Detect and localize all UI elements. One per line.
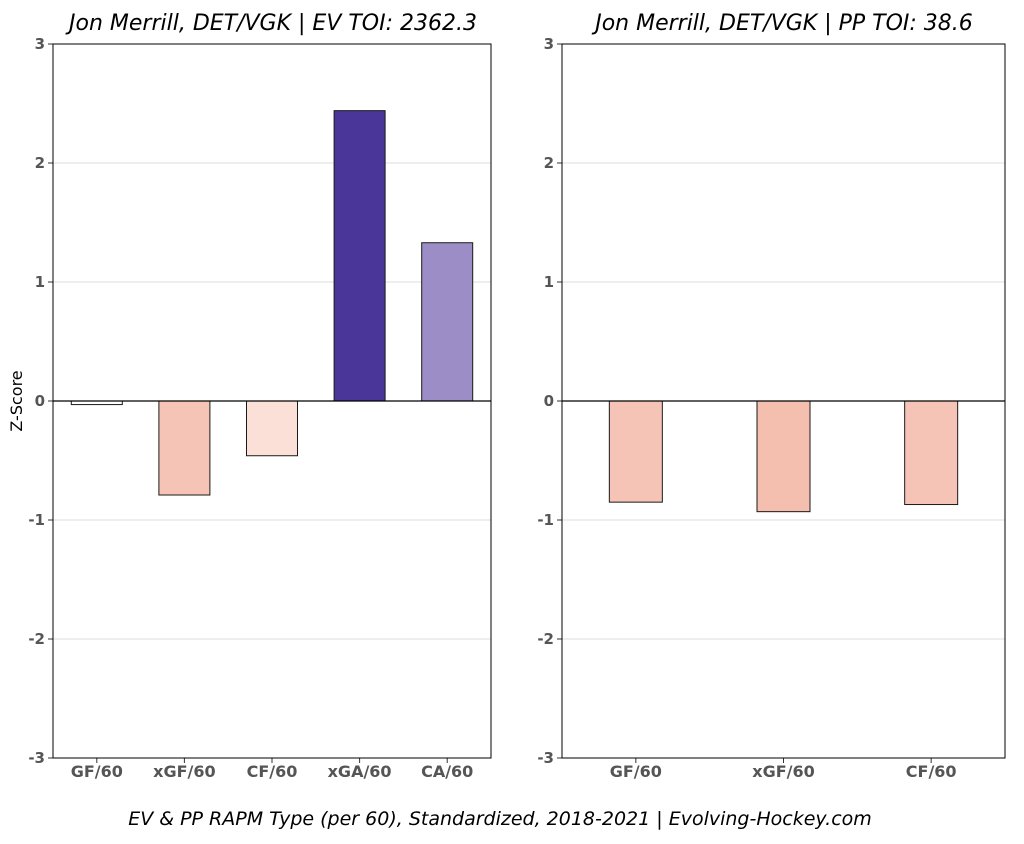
ev-x-tick-label: CA/60 [421,762,473,781]
ev-bar-xgf-60 [158,400,211,496]
pp-x-tick-label: CF/60 [906,762,957,781]
ev-y-tick-label: 0 [35,392,45,410]
ev-bar-xga-60 [333,110,386,402]
ev-y-tick-label: -3 [28,749,45,767]
ev-bar-cf-60 [246,400,298,457]
pp-x-tick-label: GF/60 [610,762,662,781]
ev-x-tick-label: GF/60 [71,762,123,781]
ev-y-tick-label: 1 [35,273,45,291]
ev-y-axis-label: Z-Score [7,370,26,431]
pp-x-tick-label: xGF/60 [752,762,815,781]
pp-y-tick-label: 2 [544,154,554,172]
pp-y-tick-label: -2 [537,630,554,648]
pp-y-tick-label: 0 [544,392,554,410]
ev-x-tick-label: xGF/60 [153,762,216,781]
pp-chart-title: Jon Merrill, DET/VGK | PP TOI: 38.6 [591,11,973,36]
ev-y-tick-label: 2 [35,154,45,172]
ev-y-tick-label: -1 [28,511,45,529]
pp-y-tick-label: 3 [544,35,554,53]
ev-x-tick-label: CF/60 [247,762,298,781]
ev-plot-frame [52,43,492,759]
ev-y-tick-label: 3 [35,35,45,53]
ev-y-tick-label: -2 [28,630,45,648]
ev-bar-ca-60 [421,242,474,402]
pp-y-tick-label: -1 [537,511,554,529]
pp-y-tick-label: 1 [544,273,554,291]
figure-caption: EV & PP RAPM Type (per 60), Standardized… [128,808,872,830]
pp-bar-cf-60 [904,400,959,506]
pp-y-tick-label: -3 [537,749,554,767]
pp-bar-gf-60 [608,400,663,503]
pp-chart-panel: Jon Merrill, DET/VGK | PP TOI: 38.6 -3 -2 -… [537,11,1006,781]
ev-chart-panel: Jon Merrill, DET/VGK | EV TOI: 2362.3 -3 -… [7,11,492,781]
pp-plot-frame [561,43,1006,759]
pp-bar-xgf-60 [756,400,811,513]
ev-x-tick-label: xGA/60 [328,762,392,781]
ev-chart-title: Jon Merrill, DET/VGK | EV TOI: 2362.3 [65,11,477,36]
